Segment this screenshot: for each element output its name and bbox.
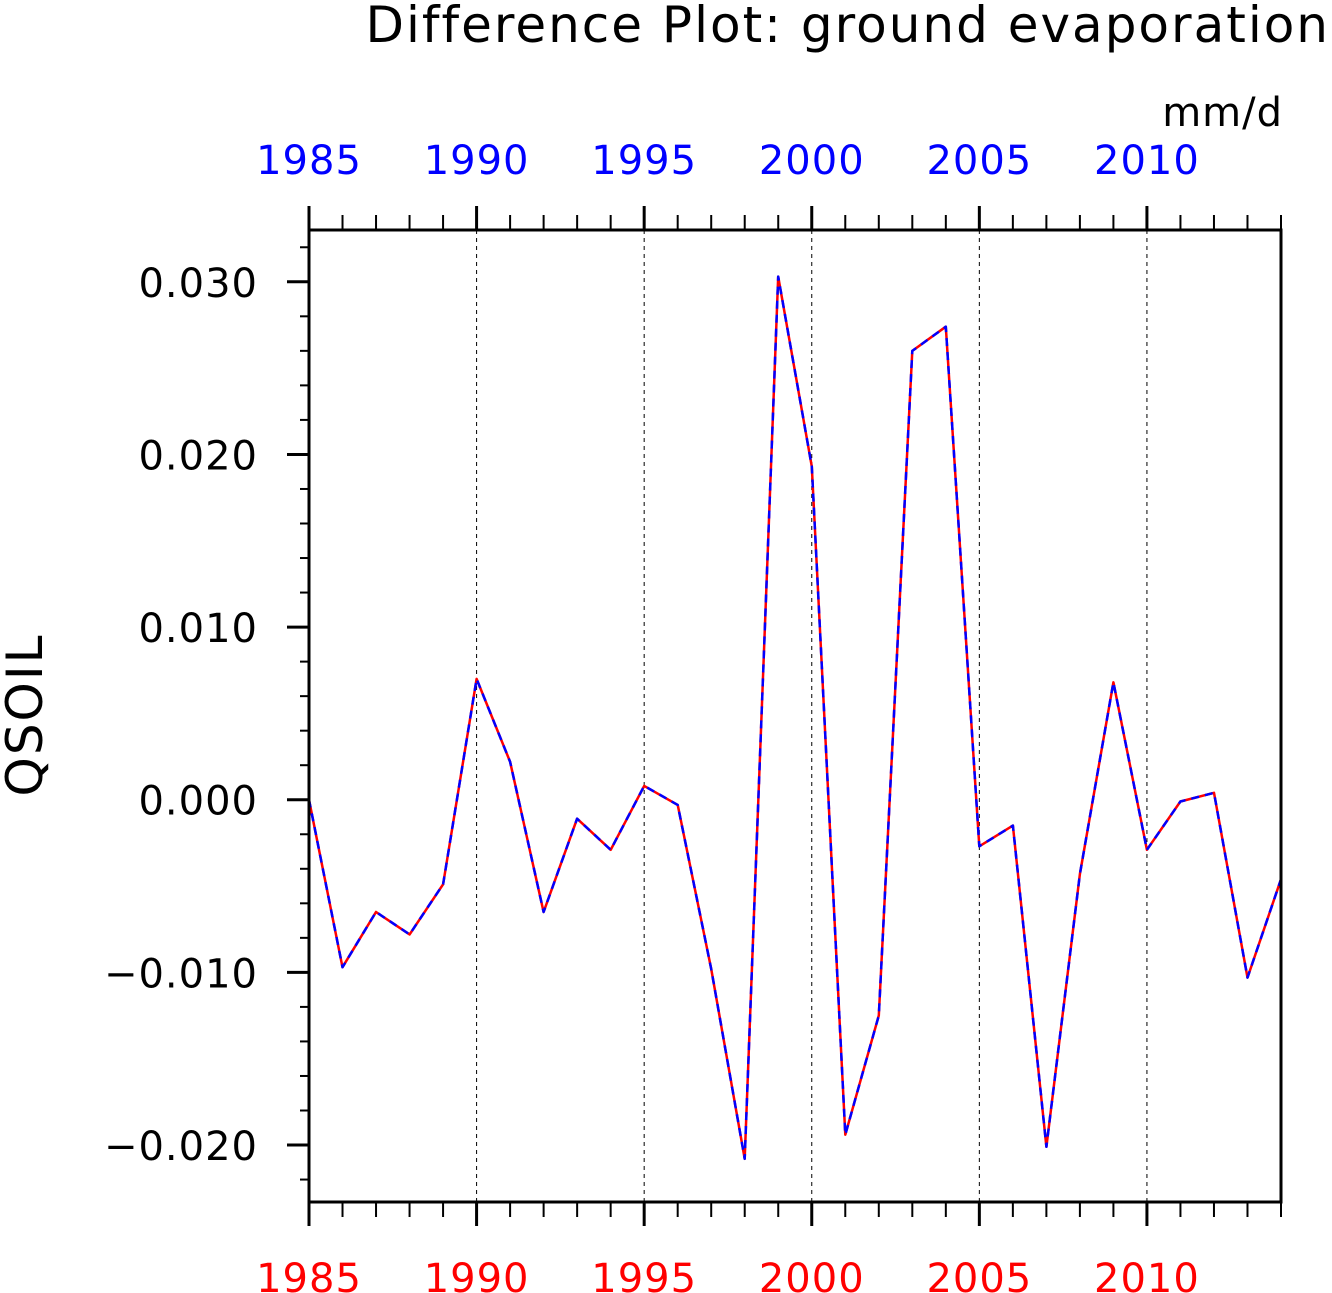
x-tick-label-bottom: 2010 <box>1094 1256 1200 1293</box>
plot-frame <box>307 228 1283 1204</box>
x-tick-label-bottom: 1995 <box>591 1256 697 1293</box>
chart-title: Difference Plot: ground evaporation <box>366 0 1330 54</box>
y-axis-label: QSOIL <box>0 633 54 796</box>
x-tick-label-top: 2010 <box>1094 138 1200 184</box>
x-tick-label-top: 1995 <box>591 138 697 184</box>
series-line-blue-dashed <box>307 275 1283 1161</box>
x-tick-label-bottom: 2005 <box>926 1256 1032 1293</box>
x-tick-label-top: 1985 <box>256 138 362 184</box>
x-tick-label-top: 1990 <box>424 138 530 184</box>
y-tick-label: 0.010 <box>138 606 258 652</box>
y-tick-label: −0.020 <box>104 1124 258 1170</box>
x-tick-label-bottom: 1990 <box>424 1256 530 1293</box>
y-tick-label: −0.010 <box>104 951 258 997</box>
x-tick-label-bottom: 1985 <box>256 1256 362 1293</box>
grid-lines <box>476 230 1148 1202</box>
y-tick-label: 0.030 <box>138 261 258 307</box>
minor-ticks <box>300 215 1282 1217</box>
y-tick-label: 0.000 <box>138 779 258 825</box>
x-tick-label-top: 2000 <box>759 138 865 184</box>
y-tick-label: 0.020 <box>138 433 258 479</box>
series-line-red-solid <box>307 275 1283 1161</box>
series-layer <box>307 275 1283 1161</box>
x-tick-label-top: 2005 <box>926 138 1032 184</box>
units-label: mm/d <box>1162 90 1283 136</box>
x-tick-label-bottom: 2000 <box>759 1256 865 1293</box>
major-ticks <box>287 206 1149 1226</box>
tick-labels: 1985 1985 1990 1990 1995 1995 2000 2000 2005 2005… <box>104 138 1200 1293</box>
